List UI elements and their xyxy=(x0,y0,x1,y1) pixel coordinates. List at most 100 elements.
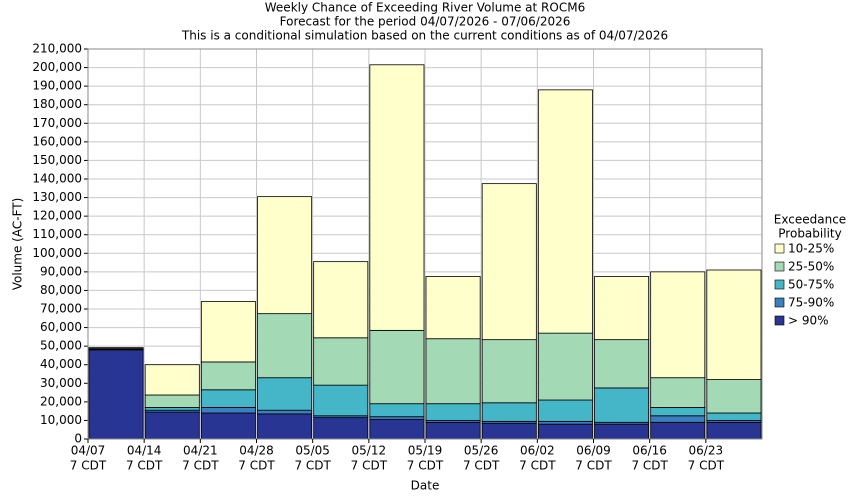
bar-segment xyxy=(257,413,313,440)
bar-segment xyxy=(200,301,256,363)
bar-segment xyxy=(257,313,313,379)
x-tick-note: 7 CDT xyxy=(407,459,444,473)
y-tick-label: 170,000 xyxy=(32,116,82,130)
bar-segment xyxy=(594,276,650,341)
y-tick-label: 10,000 xyxy=(40,413,82,427)
bar-segment xyxy=(650,421,706,440)
x-tick-note: 7 CDT xyxy=(519,459,556,473)
x-tick-note: 7 CDT xyxy=(575,459,612,473)
y-tick-label: 160,000 xyxy=(32,134,82,148)
y-tick-label: 40,000 xyxy=(40,357,82,371)
bar-segment xyxy=(594,339,650,389)
bar-segment xyxy=(313,417,369,440)
legend-title: Exceedance xyxy=(774,213,846,227)
legend-label: 50-75% xyxy=(788,278,834,292)
legend-label: 75-90% xyxy=(788,296,834,310)
x-axis-label: Date xyxy=(411,479,440,493)
bar-segment xyxy=(650,271,706,379)
y-tick-label: 100,000 xyxy=(32,246,82,260)
x-tick-label: 05/12 xyxy=(352,444,387,458)
bar-segment xyxy=(200,407,256,414)
x-tick-label: 04/14 xyxy=(127,444,162,458)
chart-subtitle: This is a conditional simulation based o… xyxy=(181,29,668,43)
y-tick-label: 70,000 xyxy=(40,302,82,316)
y-tick-label: 80,000 xyxy=(40,283,82,297)
bar-segment xyxy=(650,407,706,417)
legend-swatch xyxy=(774,315,785,326)
bar-segment xyxy=(481,422,537,440)
bar-segment xyxy=(200,361,256,391)
bar-segment xyxy=(594,387,650,423)
y-tick-label: 0 xyxy=(74,432,82,446)
y-tick-label: 50,000 xyxy=(40,339,82,353)
bar-segment xyxy=(481,402,537,422)
bar-segment xyxy=(706,412,762,421)
bar-segment xyxy=(257,196,313,315)
bar-segment xyxy=(425,338,481,405)
x-tick-label: 04/28 xyxy=(239,444,274,458)
bar-segment xyxy=(313,384,369,417)
legend-swatch xyxy=(774,261,785,272)
bar-segment xyxy=(706,421,762,440)
y-tick-label: 210,000 xyxy=(32,42,82,56)
x-tick-label: 06/16 xyxy=(632,444,667,458)
bar-segment xyxy=(369,329,425,405)
bar-segment xyxy=(425,421,481,440)
chart-title: Weekly Chance of Exceeding River Volume … xyxy=(265,1,585,15)
x-tick-label: 05/26 xyxy=(464,444,499,458)
y-axis-label: Volume (AC-FT) xyxy=(11,198,25,291)
legend-swatch xyxy=(774,297,785,308)
y-tick-label: 120,000 xyxy=(32,209,82,223)
y-tick-label: 60,000 xyxy=(40,320,82,334)
bar-segment xyxy=(537,89,593,334)
y-tick-label: 150,000 xyxy=(32,153,82,167)
x-tick-note: 7 CDT xyxy=(351,459,388,473)
bar-segment xyxy=(369,419,425,440)
y-tick-label: 30,000 xyxy=(40,376,82,390)
x-tick-label: 05/19 xyxy=(408,444,443,458)
bar-segment xyxy=(88,349,144,440)
bar-segment xyxy=(537,399,593,422)
chart-subtitle: Forecast for the period 04/07/2026 - 07/… xyxy=(280,15,571,29)
bar-segment xyxy=(650,377,706,408)
x-tick-note: 7 CDT xyxy=(126,459,163,473)
bar-segment xyxy=(594,423,650,440)
bar-segment xyxy=(144,364,200,396)
bar-segment xyxy=(200,389,256,408)
bar-segment xyxy=(425,276,481,340)
y-tick-label: 110,000 xyxy=(32,227,82,241)
bar-segment xyxy=(425,403,481,421)
y-tick-label: 180,000 xyxy=(32,97,82,111)
x-tick-label: 06/23 xyxy=(689,444,724,458)
y-tick-label: 90,000 xyxy=(40,264,82,278)
bar-segment xyxy=(537,332,593,401)
bar-segment xyxy=(650,415,706,423)
y-tick-label: 20,000 xyxy=(40,394,82,408)
bar-segment xyxy=(257,377,313,411)
x-tick-note: 7 CDT xyxy=(70,459,107,473)
bar-segment xyxy=(481,339,537,404)
y-tick-label: 190,000 xyxy=(32,79,82,93)
x-tick-note: 7 CDT xyxy=(182,459,219,473)
x-tick-label: 04/07 xyxy=(71,444,106,458)
bar-segment xyxy=(200,412,256,440)
x-tick-label: 04/21 xyxy=(183,444,218,458)
bar-segment xyxy=(369,403,425,418)
bar-segment xyxy=(88,347,144,349)
legend-label: 10-25% xyxy=(788,242,834,256)
bar-segment xyxy=(144,407,200,411)
x-tick-note: 7 CDT xyxy=(238,459,275,473)
x-tick-note: 7 CDT xyxy=(688,459,725,473)
bar-segment xyxy=(481,183,537,341)
bar-segment xyxy=(369,416,425,420)
bar-segment xyxy=(706,379,762,414)
bar-segment xyxy=(144,411,200,440)
x-tick-label: 05/05 xyxy=(295,444,330,458)
legend-title: Probability xyxy=(778,227,841,241)
y-tick-label: 130,000 xyxy=(32,190,82,204)
y-tick-label: 200,000 xyxy=(32,60,82,74)
bar-segment xyxy=(313,337,369,386)
x-tick-note: 7 CDT xyxy=(294,459,331,473)
bar-segment xyxy=(257,409,313,415)
